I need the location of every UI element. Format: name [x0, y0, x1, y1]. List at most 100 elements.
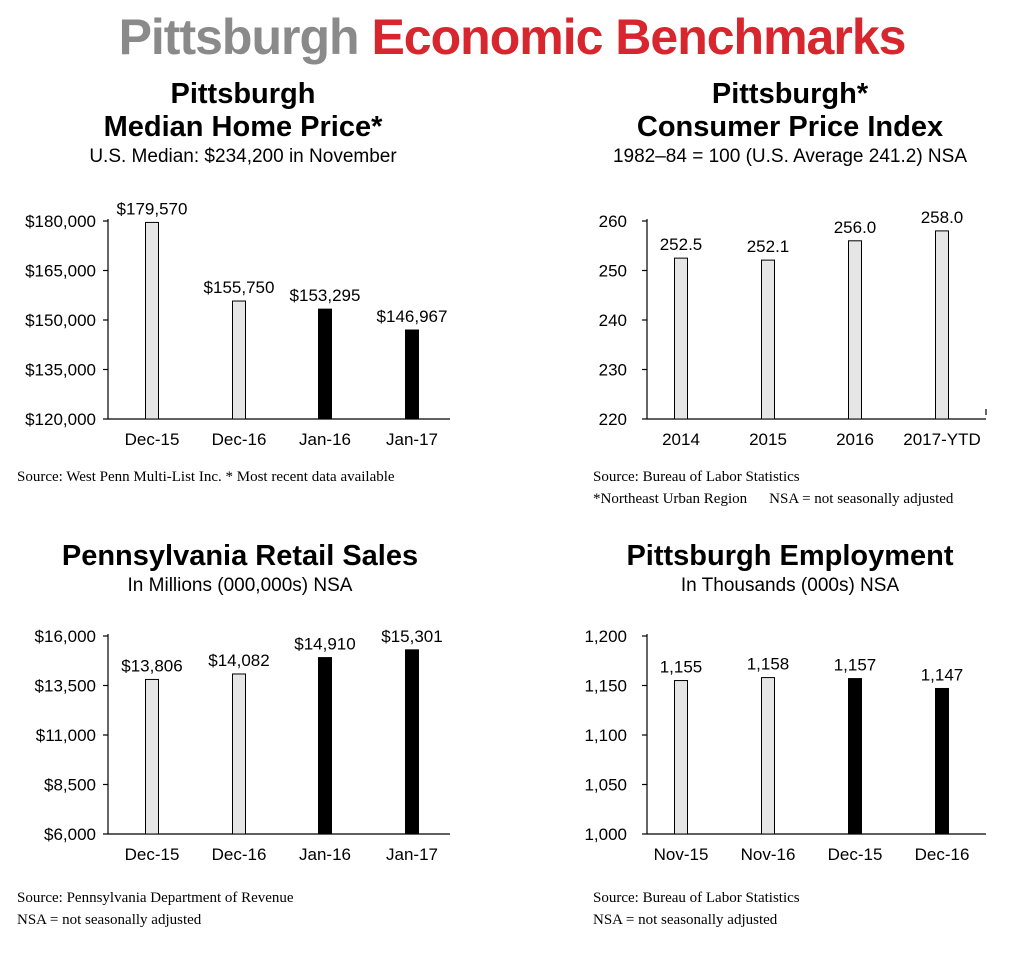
panel-retail-sales: Pennsylvania Retail Sales In Millions (0… [0, 540, 490, 599]
x-tick-label: Jan-17 [386, 430, 438, 449]
y-tick-label: 250 [599, 262, 627, 281]
x-tick-label: Dec-16 [915, 845, 970, 864]
data-label: $14,082 [208, 651, 269, 670]
bar [848, 240, 862, 420]
bar [318, 308, 332, 420]
page-title: Pittsburgh Economic Benchmarks [0, 4, 1024, 70]
data-label: $14,910 [294, 635, 355, 654]
source-note-region: *Northeast Urban Region [593, 491, 748, 507]
y-tick-label: 260 [599, 212, 627, 231]
x-tick-label: 2017-YTD [903, 430, 980, 449]
source-line: Source: Bureau of Labor Statistics [593, 469, 800, 485]
y-tick-label: $135,000 [25, 361, 96, 380]
source-line-2: NSA = not seasonally adjusted [593, 912, 778, 928]
x-tick-label: Jan-17 [386, 845, 438, 864]
y-tick-label: 1,200 [584, 627, 627, 646]
data-label: $13,806 [121, 656, 182, 675]
x-tick-label: 2014 [662, 430, 700, 449]
x-tick-label: 2015 [749, 430, 787, 449]
y-tick-label: 1,050 [584, 776, 627, 795]
y-tick-label: 1,000 [584, 825, 627, 844]
chart-title-line2: Median Home Price* [103, 111, 383, 143]
chart-subtitle: In Millions (000,000s) NSA [127, 575, 353, 596]
data-label: 1,147 [921, 665, 964, 684]
chart-subtitle: In Thousands (000s) NSA [680, 575, 900, 596]
bar [232, 300, 246, 420]
data-label: $153,295 [290, 286, 361, 305]
data-label: 1,155 [660, 658, 703, 677]
bar [405, 329, 419, 420]
bar [761, 677, 775, 835]
bar [318, 657, 332, 835]
y-tick-label: 230 [599, 361, 627, 380]
x-tick-label: Dec-15 [828, 845, 883, 864]
x-tick-label: Nov-16 [741, 845, 796, 864]
data-label: 256.0 [834, 218, 877, 237]
y-tick-label: 1,150 [584, 677, 627, 696]
chart-subtitle: 1982–84 = 100 (U.S. Average 241.2) NSA [612, 146, 968, 167]
y-tick-label: 240 [599, 311, 627, 330]
chart-home-price: $120,000 $135,000 $150,000 $165,000 $180,000… [25, 199, 450, 449]
data-label: 258.0 [921, 208, 964, 227]
page-title-part2: Economic Benchmarks [371, 9, 906, 65]
source-line-2: NSA = not seasonally adjusted [17, 912, 202, 928]
y-tick-label: $180,000 [25, 212, 96, 231]
y-tick-label: $8,500 [44, 776, 96, 795]
chart-retail-sales: $6,000 $8,500 $11,000 $13,500 $16,000 $13,806… [35, 627, 450, 864]
data-label: $146,967 [377, 307, 448, 326]
x-tick-label: Nov-15 [654, 845, 709, 864]
bar [145, 221, 159, 420]
bar [405, 649, 419, 835]
source-line: Source: Bureau of Labor Statistics [593, 890, 800, 906]
source-line-2: *Northeast Urban Region NSA = not seasona… [593, 488, 953, 510]
panel-home-price: Pittsburgh Median Home Price* U.S. Media… [0, 78, 493, 170]
bar [232, 673, 246, 835]
data-label: 1,157 [834, 656, 877, 675]
panel-cpi: Pittsburgh* Consumer Price Index 1982–84… [540, 78, 1024, 170]
y-tick-label: $120,000 [25, 410, 96, 429]
bar [145, 678, 159, 835]
y-tick-label: $150,000 [25, 311, 96, 330]
y-tick-label: 1,100 [584, 726, 627, 745]
bar [674, 680, 688, 835]
chart-title-line1: Pittsburgh Employment [626, 540, 954, 572]
data-label: $179,570 [117, 199, 188, 218]
bar [935, 230, 949, 420]
data-label: $15,301 [381, 627, 442, 646]
source-line: Source: Pennsylvania Department of Reven… [17, 890, 294, 906]
chart-subtitle: U.S. Median: $234,200 in November [89, 146, 397, 167]
bar [848, 678, 862, 835]
source-retail-sales: Source: Pennsylvania Department of Reven… [17, 887, 294, 931]
chart-title-line1: Pittsburgh [170, 78, 316, 110]
x-tick-label: Dec-16 [212, 430, 267, 449]
chart-title-line1: Pittsburgh* [711, 78, 869, 110]
source-note-nsa: NSA = not seasonally adjusted [769, 491, 954, 507]
chart-title-line2: Consumer Price Index [636, 111, 944, 143]
source-line: Source: West Penn Multi-List Inc. * Most… [17, 469, 395, 485]
y-tick-label: $6,000 [44, 825, 96, 844]
data-label: 1,158 [747, 655, 790, 674]
bar [935, 687, 949, 835]
y-tick-label: $165,000 [25, 262, 96, 281]
x-tick-label: 2016 [836, 430, 874, 449]
source-cpi: Source: Bureau of Labor Statistics *Nort… [593, 466, 953, 510]
bar [761, 259, 775, 420]
chart-title-line1: Pennsylvania Retail Sales [61, 540, 419, 572]
y-tick-label: $11,000 [36, 726, 96, 745]
x-tick-label: Dec-15 [125, 845, 180, 864]
source-home-price: Source: West Penn Multi-List Inc. * Most… [17, 466, 395, 488]
x-tick-label: Dec-15 [125, 430, 180, 449]
bar [674, 257, 688, 420]
x-tick-label: Jan-16 [299, 430, 351, 449]
source-employment: Source: Bureau of Labor Statistics NSA =… [593, 887, 800, 931]
x-tick-label: Dec-16 [212, 845, 267, 864]
y-tick-label: $13,500 [35, 677, 96, 696]
y-tick-label: $16,000 [35, 627, 96, 646]
panel-employment: Pittsburgh Employment In Thousands (000s… [540, 540, 1024, 599]
chart-cpi: 220 230 240 250 260 252.5 2014 252.1 2015 256.0 20… [599, 208, 987, 449]
page-title-part1: Pittsburgh [118, 9, 360, 65]
data-label: $155,750 [204, 278, 275, 297]
chart-employment: 1,000 1,050 1,100 1,150 1,200 1,155 Nov-15 1,15… [584, 627, 986, 864]
y-tick-label: 220 [599, 410, 627, 429]
data-label: 252.1 [747, 237, 790, 256]
